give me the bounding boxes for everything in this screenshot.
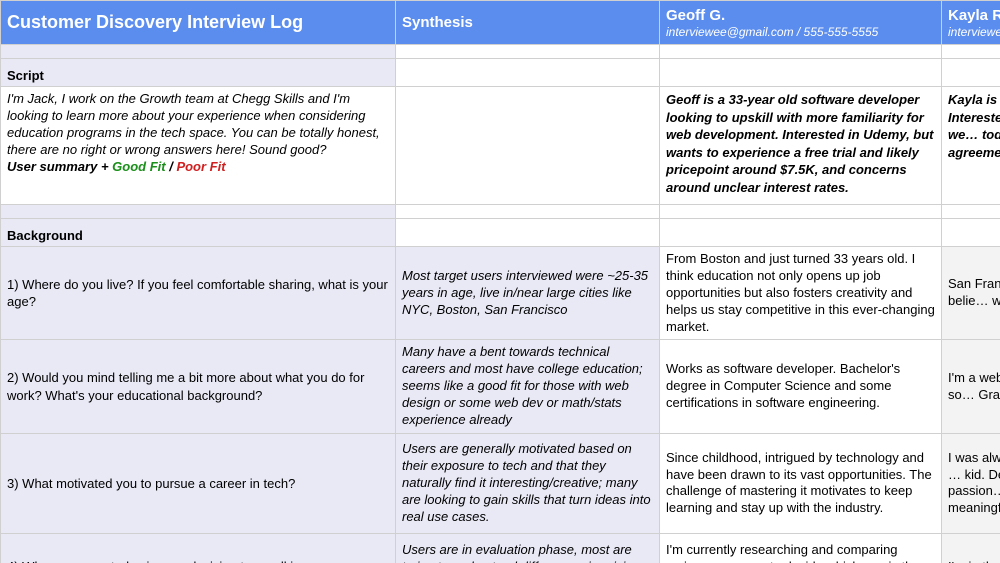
q4-text: 4) Where are you today in your decision … <box>7 558 389 563</box>
q3-geoff: Since childhood, intrigued by technology… <box>666 450 935 518</box>
persona1-summary: Geoff is a 33-year old software develope… <box>666 92 934 195</box>
q2-geoff-cell[interactable]: Works as software developer. Bachelor's … <box>660 340 942 433</box>
header-row: Customer Discovery Interview Log Synthes… <box>1 1 1000 45</box>
title-text: Customer Discovery Interview Log <box>7 12 303 32</box>
slash: / <box>166 159 177 174</box>
q3-cell[interactable]: 3) What motivated you to pursue a career… <box>1 433 396 533</box>
q2-synthesis-cell[interactable]: Many have a bent towards technical caree… <box>396 340 660 433</box>
spreadsheet-viewport: Customer Discovery Interview Log Synthes… <box>0 0 1000 563</box>
persona1-name: Geoff G. <box>666 7 725 24</box>
persona2-contact: interviewee <box>948 25 1000 39</box>
q3-geoff-cell[interactable]: Since childhood, intrigued by technology… <box>660 433 942 533</box>
empty-cell[interactable] <box>942 219 1000 247</box>
section-label-background: Background <box>7 228 83 243</box>
q2-kayla-cell[interactable]: I'm a web d… and took so… Graphic De… <box>942 340 1000 433</box>
q1-cell[interactable]: 1) Where do you live? If you feel comfor… <box>1 247 396 340</box>
q4-kayla: I'm in the p… and doing r… programs. <box>948 559 1000 563</box>
poorfit-label: Poor Fit <box>176 159 225 174</box>
q1-geoff-cell[interactable]: From Boston and just turned 33 years old… <box>660 247 942 340</box>
synthesis-label: Synthesis <box>402 14 473 31</box>
q4-cell[interactable]: 4) Where are you today in your decision … <box>1 533 396 563</box>
q4-synthesis-cell[interactable]: Users are in evaluation phase, most are … <box>396 533 660 563</box>
goodfit-label: Good Fit <box>112 159 165 174</box>
q1-text: 1) Where do you live? If you feel comfor… <box>7 276 389 311</box>
section-cell-script[interactable]: Script <box>1 59 396 87</box>
persona1-contact: interviewee@gmail.com / 555-555-5555 <box>666 25 935 39</box>
q3-kayla-cell[interactable]: I was alway… them back … kid. Decide… I'… <box>942 433 1000 533</box>
q1-geoff: From Boston and just turned 33 years old… <box>666 251 935 335</box>
col-header-synthesis[interactable]: Synthesis <box>396 1 660 45</box>
q4-geoff: I'm currently researching and comparing … <box>666 542 935 563</box>
empty-cell[interactable] <box>396 219 660 247</box>
persona2-name: Kayla R. <box>948 7 1000 24</box>
section-row-background: Background <box>1 219 1000 247</box>
q2-geoff: Works as software developer. Bachelor's … <box>666 361 935 412</box>
q3-kayla: I was alway… them back … kid. Decide… I'… <box>948 450 1000 518</box>
persona2-summary: Kayla is a 3… Interested … existing we… … <box>948 92 1000 160</box>
q1-kayla-cell[interactable]: San Francis… firmly belie… world a bet… <box>942 247 1000 340</box>
q1-synthesis: Most target users interviewed were ~25-3… <box>402 268 653 319</box>
spacer-row <box>1 45 1000 59</box>
empty-cell[interactable] <box>942 59 1000 87</box>
q4-synthesis: Users are in evaluation phase, most are … <box>402 542 653 563</box>
question-row-2: 2) Would you mind telling me a bit more … <box>1 340 1000 433</box>
question-row-3: 3) What motivated you to pursue a career… <box>1 433 1000 533</box>
spacer-row <box>1 205 1000 219</box>
col-header-persona2[interactable]: Kayla R. interviewee <box>942 1 1000 45</box>
q2-text: 2) Would you mind telling me a bit more … <box>7 369 389 404</box>
persona2-summary-cell[interactable]: Kayla is a 3… Interested … existing we… … <box>942 87 1000 205</box>
col-header-persona1[interactable]: Geoff G. interviewee@gmail.com / 555-555… <box>660 1 942 45</box>
synthesis-script-cell[interactable] <box>396 87 660 205</box>
empty-cell[interactable] <box>660 59 942 87</box>
empty-cell[interactable] <box>396 59 660 87</box>
q3-synthesis-cell[interactable]: Users are generally motivated based on t… <box>396 433 660 533</box>
question-row-4: 4) Where are you today in your decision … <box>1 533 1000 563</box>
script-intro-cell[interactable]: I'm Jack, I work on the Growth team at C… <box>1 87 396 205</box>
q2-cell[interactable]: 2) Would you mind telling me a bit more … <box>1 340 396 433</box>
page-title: Customer Discovery Interview Log <box>1 1 396 45</box>
question-row-1: 1) Where do you live? If you feel comfor… <box>1 247 1000 340</box>
interview-log-table: Customer Discovery Interview Log Synthes… <box>0 0 1000 563</box>
persona1-summary-cell[interactable]: Geoff is a 33-year old software develope… <box>660 87 942 205</box>
section-label-script: Script <box>7 68 44 83</box>
q4-geoff-cell[interactable]: I'm currently researching and comparing … <box>660 533 942 563</box>
q2-kayla: I'm a web d… and took so… Graphic De… <box>948 370 1000 404</box>
q1-synthesis-cell[interactable]: Most target users interviewed were ~25-3… <box>396 247 660 340</box>
script-intro-text: I'm Jack, I work on the Growth team at C… <box>7 91 389 175</box>
empty-cell[interactable] <box>660 219 942 247</box>
intro-body: I'm Jack, I work on the Growth team at C… <box>7 91 380 157</box>
q2-synthesis: Many have a bent towards technical caree… <box>402 344 653 428</box>
q3-synthesis: Users are generally motivated based on t… <box>402 441 653 525</box>
section-row-script: Script <box>1 59 1000 87</box>
usersum-prefix: User summary + <box>7 159 112 174</box>
script-intro-row: I'm Jack, I work on the Growth team at C… <box>1 87 1000 205</box>
q3-text: 3) What motivated you to pursue a career… <box>7 475 389 493</box>
q4-kayla-cell[interactable]: I'm in the p… and doing r… programs. <box>942 533 1000 563</box>
q1-kayla: San Francis… firmly belie… world a bet… <box>948 276 1000 310</box>
section-cell-background[interactable]: Background <box>1 219 396 247</box>
